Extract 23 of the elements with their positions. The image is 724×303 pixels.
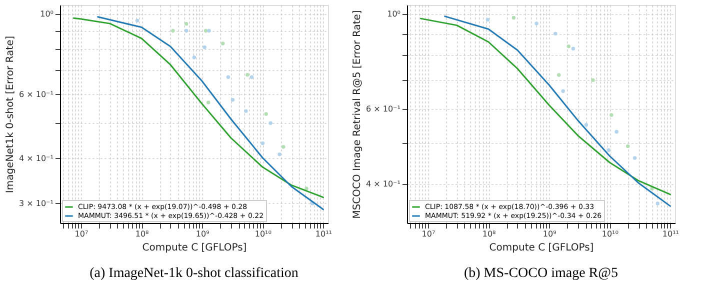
y-tick-label: 4 × 10⁻¹	[19, 154, 54, 163]
text: (a) ImageNet-1k 0-shot classification	[90, 266, 298, 281]
y-tick-label: 6 × 10⁻¹	[366, 104, 400, 114]
x-tick-label: 10¹⁰	[602, 230, 618, 238]
y-axis-title: ImageNet1k 0-shot [Error Rate]	[5, 36, 16, 194]
x-tick-label: 10⁹	[196, 230, 210, 238]
y-axis-title: MSCOCO Image Retrival R@5 [Error Rate]	[352, 10, 364, 219]
y-tick-label: 10⁰	[387, 10, 400, 19]
y-tick-label: 4 × 10⁻¹	[366, 179, 400, 188]
x-tick-label: 10⁹	[542, 230, 556, 238]
x-tick-label: 10¹¹	[315, 230, 332, 238]
x-tick-label: 10¹¹	[662, 230, 679, 238]
x-tick-label: 10⁷	[74, 230, 88, 238]
y-tick-label: 3 × 10⁻¹	[19, 198, 54, 208]
x-tick-label: 10⁸	[135, 230, 149, 238]
y-tick-label: 6 × 10⁻¹	[19, 90, 54, 99]
x-tick-label: 10¹⁰	[254, 230, 272, 238]
x-tick-label: 10⁸	[482, 230, 496, 238]
x-tick-label: 10⁷	[422, 230, 436, 238]
text: (b) MS-COCO image R@5	[464, 266, 618, 281]
y-tick-label: 10⁰	[40, 10, 54, 19]
x-axis-title: Compute C [GFLOPs]	[489, 242, 594, 254]
x-axis-title: Compute C [GFLOPs]	[142, 242, 247, 254]
